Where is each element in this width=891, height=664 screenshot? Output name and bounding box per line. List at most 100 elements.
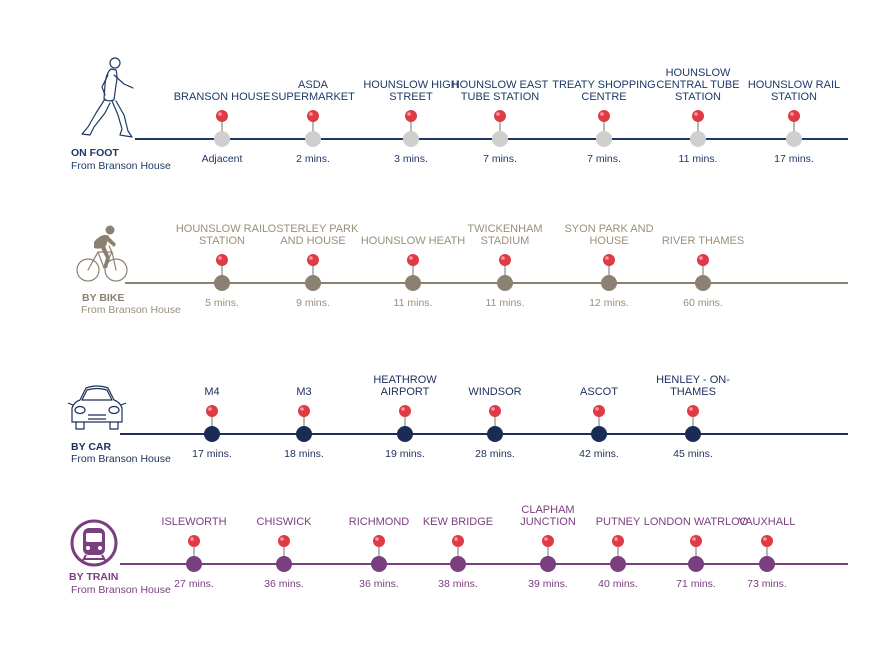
travel-time: 40 mins. [598, 578, 638, 590]
by-bike-line [125, 282, 848, 284]
map-pin-icon [697, 254, 709, 276]
travel-time: 71 mins. [676, 578, 716, 590]
map-pin-icon [216, 254, 228, 276]
station-dot [497, 275, 513, 291]
station-dot [695, 275, 711, 291]
by-car-title: BY CAR [71, 441, 112, 453]
travel-time: 27 mins. [174, 578, 214, 590]
travel-time: 7 mins. [587, 153, 621, 165]
station-dot [601, 275, 617, 291]
station-dot [591, 426, 607, 442]
by-car-line [120, 433, 848, 435]
on-foot-section: ON FOOT From Branson House BRANSON HOUSE… [0, 0, 891, 172]
map-pin-icon [593, 405, 605, 427]
by-train-line [120, 563, 848, 565]
by-car-section: BY CAR From Branson House M4 17 mins. M3 18… [0, 0, 891, 465]
map-pin-icon [216, 110, 228, 132]
map-pin-icon [307, 254, 319, 276]
travel-time: 9 mins. [296, 297, 330, 309]
map-pin-icon [206, 405, 218, 427]
station-dot [371, 556, 387, 572]
destination-label: OSTERLEY PARK AND HOUSE [267, 223, 359, 247]
destination-label: VAUXHALL [738, 516, 796, 528]
destination-label: M4 [204, 386, 220, 398]
station-dot [214, 131, 230, 147]
station-dot [487, 426, 503, 442]
destination-label: HENLEY - ON-THAMES [656, 374, 730, 398]
destination-label: CHISWICK [256, 516, 312, 528]
station-dot [186, 556, 202, 572]
station-dot [596, 131, 612, 147]
by-bike-section: BY BIKE From Branson House HOUNSLOW RAIL… [0, 0, 891, 316]
travel-time: 36 mins. [264, 578, 304, 590]
travel-time: 73 mins. [747, 578, 787, 590]
map-pin-icon [188, 535, 200, 557]
walking-person-icon [81, 57, 134, 138]
destination-label: CLAPHAM JUNCTION [520, 504, 576, 528]
destination-label: HOUNSLOW HEATH [360, 235, 466, 247]
destination-label: HOUNSLOW EAST TUBE STATION [451, 79, 549, 103]
station-dot [492, 131, 508, 147]
travel-time: 39 mins. [528, 578, 568, 590]
map-pin-icon [542, 535, 554, 557]
destination-label: KEW BRIDGE [422, 516, 494, 528]
on-foot-line [135, 138, 848, 140]
station-dot [688, 556, 704, 572]
train-icon [70, 519, 118, 567]
destination-label: LONDON WATRLOO [643, 516, 749, 528]
map-pin-icon [612, 535, 624, 557]
travel-time: 17 mins. [774, 153, 814, 165]
travel-time: 12 mins. [589, 297, 629, 309]
destination-label: BRANSON HOUSE [173, 91, 271, 103]
destination-label: RICHMOND [348, 516, 410, 528]
station-dot [204, 426, 220, 442]
by-bike-subtitle: From Branson House [81, 304, 181, 316]
travel-time: 36 mins. [359, 578, 399, 590]
by-car-subtitle: From Branson House [71, 453, 171, 465]
travel-time: 2 mins. [296, 153, 330, 165]
station-dot [786, 131, 802, 147]
station-dot [690, 131, 706, 147]
travel-time: 11 mins. [485, 297, 525, 309]
map-pin-icon [452, 535, 464, 557]
destination-label: HOUNSLOW HIGH STREET [363, 79, 459, 103]
destination-label: TWICKENHAM STADIUM [467, 223, 543, 247]
travel-time: 3 mins. [394, 153, 428, 165]
map-pin-icon [278, 535, 290, 557]
map-pin-icon [603, 254, 615, 276]
station-dot [397, 426, 413, 442]
travel-time: 5 mins. [205, 297, 239, 309]
station-dot [405, 275, 421, 291]
map-pin-icon [407, 254, 419, 276]
destination-label: HOUNSLOW RAIL STATION [747, 79, 841, 103]
destination-label: ASDA SUPERMARKET [271, 79, 355, 103]
map-pin-icon [692, 110, 704, 132]
on-foot-subtitle: From Branson House [71, 160, 171, 172]
by-train-section: BY TRAIN From Branson House ISLEWORTH 27 … [0, 0, 891, 596]
map-pin-icon [489, 405, 501, 427]
destination-label: PUTNEY [595, 516, 641, 528]
destination-label: SYON PARK AND HOUSE [564, 223, 654, 247]
travel-time: Adjacent [201, 153, 243, 165]
destination-label: M3 [296, 386, 312, 398]
station-dot [685, 426, 701, 442]
travel-time: 17 mins. [192, 448, 232, 460]
map-pin-icon [399, 405, 411, 427]
map-pin-icon [405, 110, 417, 132]
destination-label: TREATY SHOPPING CENTRE [552, 79, 656, 103]
map-pin-icon [494, 110, 506, 132]
station-dot [540, 556, 556, 572]
map-pin-icon [788, 110, 800, 132]
travel-time: 60 mins. [683, 297, 723, 309]
station-dot [403, 131, 419, 147]
map-pin-icon [687, 405, 699, 427]
travel-time: 38 mins. [438, 578, 478, 590]
by-train-title: BY TRAIN [69, 571, 119, 583]
station-dot [296, 426, 312, 442]
cyclist-icon [76, 225, 128, 282]
map-pin-icon [298, 405, 310, 427]
by-bike-title: BY BIKE [82, 292, 125, 304]
station-dot [214, 275, 230, 291]
map-pin-icon [373, 535, 385, 557]
station-dot [450, 556, 466, 572]
